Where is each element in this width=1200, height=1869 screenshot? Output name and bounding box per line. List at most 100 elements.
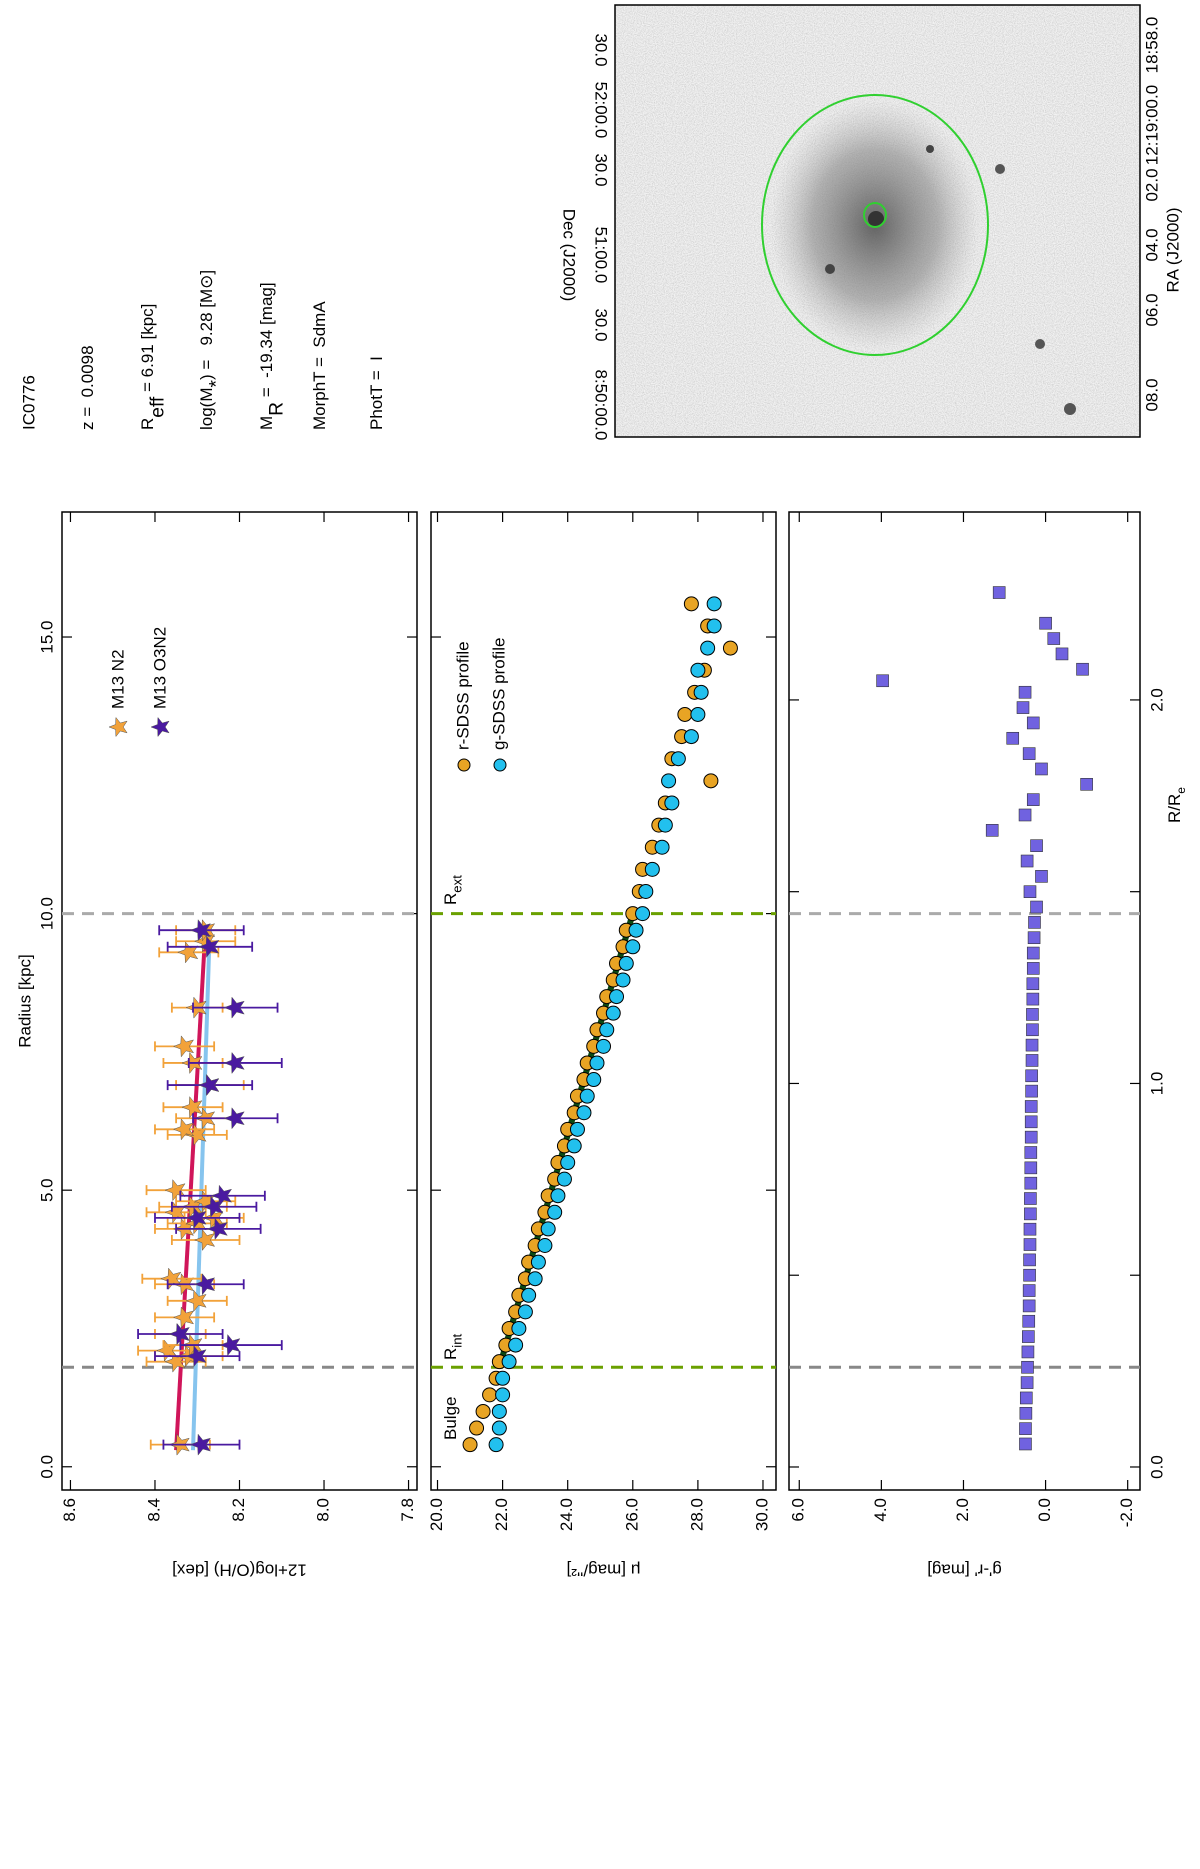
info-line: PhotT = I: [367, 356, 386, 430]
profile-point: [586, 1072, 602, 1088]
info-line: Reff = 6.91 [kpc]: [138, 304, 168, 430]
color-point: [1024, 1115, 1038, 1129]
color-point: [1023, 1268, 1036, 1282]
color-point: [1080, 778, 1093, 791]
y-axis-label: μ [mag/''²]: [567, 1561, 641, 1580]
legend-label: M13 N2: [108, 649, 127, 709]
color-point: [1025, 1069, 1038, 1083]
outer-ellipse: [761, 94, 989, 356]
profile-point: [527, 1271, 543, 1287]
color-point: [1020, 854, 1034, 868]
profile-point: [596, 1038, 611, 1054]
star-marker: [172, 1118, 195, 1141]
star-marker: [210, 1184, 233, 1207]
image-x-label: RA (J2000): [1163, 207, 1182, 292]
star-marker: [189, 1433, 211, 1456]
color-point: [1026, 992, 1040, 1006]
profile-point: [644, 861, 660, 877]
color-point: [1025, 1038, 1039, 1052]
info-line: MR = -19.34 [mag]: [257, 282, 287, 430]
profile-point: [511, 1320, 527, 1336]
star-marker: [198, 935, 220, 958]
profile-point: [635, 906, 651, 922]
profile-point: [700, 640, 716, 656]
profile-point: [618, 955, 634, 971]
color-point: [1030, 900, 1043, 914]
y-tick-label: 6.0: [789, 1498, 808, 1522]
y-axis-label: g'-r' [mag]: [927, 1561, 1002, 1580]
profile-point: [683, 596, 699, 612]
dec-tick-label: 8:50:00.0: [592, 370, 611, 441]
color-point: [1022, 1330, 1035, 1343]
color-point: [1022, 1284, 1036, 1297]
color-point: [1076, 662, 1089, 676]
y-tick-label: 8.4: [144, 1498, 163, 1522]
profile-point: [569, 1121, 585, 1137]
color-point: [1035, 870, 1048, 883]
color-point: [1026, 716, 1040, 730]
profile-point: [638, 883, 654, 899]
y-tick-label: 0.0: [1035, 1498, 1054, 1522]
info-line-sub: *: [207, 379, 228, 387]
color-point: [1021, 1345, 1035, 1359]
profile-point: [495, 1387, 511, 1403]
y-tick-label: 22.0: [492, 1498, 511, 1531]
color-point: [1018, 685, 1032, 699]
dec-tick-label: 51:00.0: [592, 227, 611, 284]
star-marker: [164, 1179, 186, 1202]
annotation-sub: ext: [450, 875, 465, 893]
inner-ellipse: [863, 202, 887, 228]
profile-point: [530, 1254, 546, 1270]
x-tick-label: 0.0: [37, 1455, 56, 1479]
color-point: [1024, 1130, 1038, 1144]
color-point: [1022, 1299, 1036, 1313]
y-tick-label: 7.8: [398, 1498, 417, 1522]
y-tick-label: 24.0: [557, 1498, 576, 1531]
star-marker: [206, 1217, 228, 1241]
dec-tick-label: 30.0: [592, 33, 611, 66]
x-tick-label: 5.0: [37, 1178, 56, 1202]
x-axis-label-sub: e: [1174, 787, 1188, 794]
panel-frame: [788, 511, 1141, 1491]
y-tick-label: 8.0: [314, 1498, 333, 1522]
x-axis-label: R/Re: [1165, 787, 1188, 823]
profile-point: [517, 1304, 533, 1320]
x-tick-label: 2.0: [1147, 688, 1166, 712]
profile-point: [540, 1221, 556, 1237]
profile-point: [462, 1437, 478, 1453]
star-marker: [172, 1035, 195, 1058]
y-tick-label: 30.0: [752, 1498, 771, 1531]
color-point: [1021, 1360, 1034, 1374]
legend-marker: [493, 758, 507, 772]
info-line-sub: R: [267, 402, 288, 416]
info-line: z = 0.0098: [78, 345, 97, 430]
color-point: [1016, 701, 1030, 714]
profile-point: [661, 773, 677, 789]
color-point: [1019, 1406, 1033, 1420]
color-point: [1035, 762, 1048, 776]
profile-point: [576, 1105, 592, 1121]
profile-point: [706, 618, 722, 634]
info-line-rest: = 6.91 [kpc]: [138, 304, 157, 397]
y-tick-label: 2.0: [953, 1498, 972, 1522]
profile-point: [615, 972, 631, 988]
y-tick-label: -2.0: [1117, 1498, 1136, 1527]
annotation-main: R: [441, 1348, 460, 1360]
star-source: [926, 145, 934, 153]
color-point: [1019, 1437, 1032, 1451]
profile-point: [664, 795, 680, 811]
color-point: [1026, 977, 1040, 991]
color-point: [992, 586, 1006, 599]
info-line-main: M: [257, 416, 276, 430]
info-line-main: log(M: [197, 387, 216, 430]
landscape-figure: IC0776 z = 0.0098 Reff = 6.91 [kpc] log(M*)…: [15, 4, 1188, 1580]
color-point: [1024, 1176, 1038, 1190]
profile-point: [722, 640, 738, 656]
x-tick-label: 1.0: [1147, 1072, 1166, 1096]
color-point: [1023, 1222, 1037, 1236]
star-marker: [168, 1322, 190, 1346]
profile-point: [605, 1005, 621, 1021]
annotation-sub: int: [450, 1333, 465, 1347]
star-marker: [198, 1073, 220, 1097]
